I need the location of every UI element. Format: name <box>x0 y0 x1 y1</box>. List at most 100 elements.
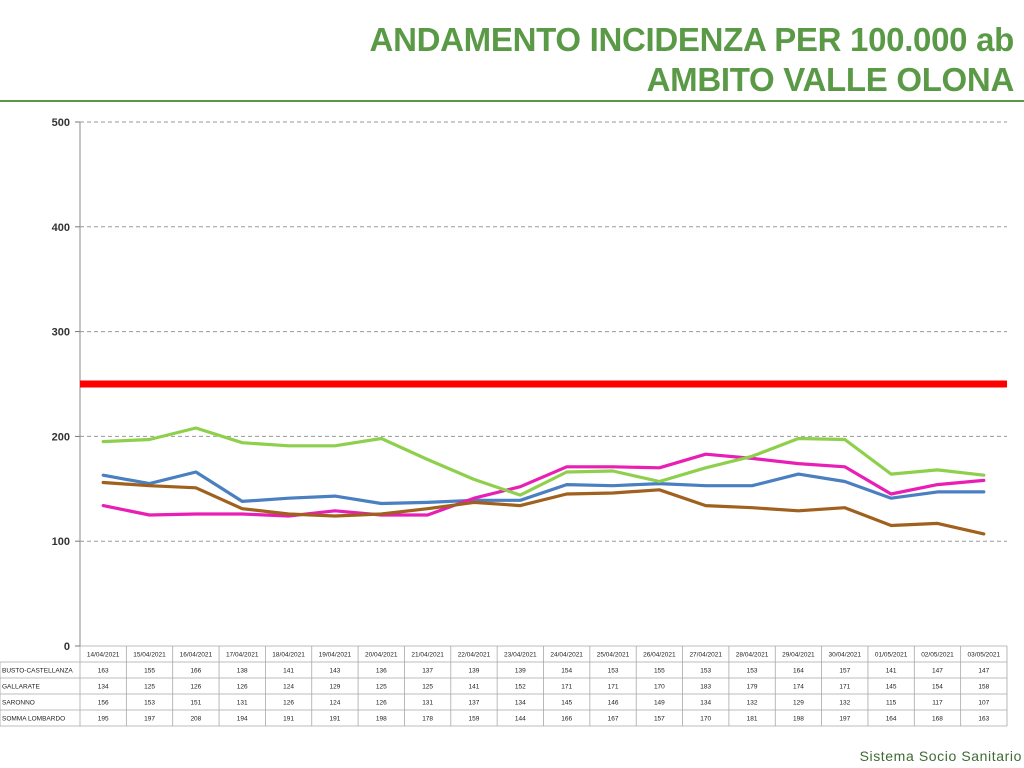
data-point-gallarate-7 <box>426 513 429 517</box>
table-cell-somma-lombardo-11: 167 <box>608 716 619 723</box>
table-cell-busto-castellanza-3: 138 <box>237 668 248 675</box>
data-point-gallarate-18 <box>936 483 939 486</box>
table-cell-saronno-9: 134 <box>515 700 526 707</box>
table-cell-gallarate-0: 134 <box>98 684 109 691</box>
data-point-somma-lombardo-16 <box>843 438 846 441</box>
table-cell-gallarate-7: 125 <box>422 684 433 691</box>
table-cell-busto-castellanza-5: 143 <box>329 668 340 675</box>
x-tick-label-18: 02/05/2021 <box>921 652 954 659</box>
table-cell-gallarate-10: 171 <box>561 684 572 691</box>
footer-brand: Sistema Socio Sanitario <box>859 748 1022 764</box>
table-cell-saronno-16: 132 <box>839 700 850 707</box>
table-cell-busto-castellanza-17: 141 <box>886 668 897 675</box>
data-point-saronno-11 <box>611 491 615 495</box>
table-cell-busto-castellanza-13: 153 <box>700 668 711 675</box>
table-cell-gallarate-13: 183 <box>700 684 711 691</box>
table-cell-saronno-19: 107 <box>978 700 989 707</box>
y-tick-label-400: 400 <box>52 222 70 234</box>
data-point-saronno-12 <box>658 488 661 492</box>
data-point-somma-lombardo-19 <box>982 473 986 477</box>
data-point-saronno-3 <box>241 507 244 510</box>
y-tick-label-0: 0 <box>64 641 70 653</box>
table-cell-somma-lombardo-18: 168 <box>932 716 943 723</box>
table-cell-gallarate-18: 154 <box>932 684 943 691</box>
table-cell-saronno-5: 124 <box>329 700 340 707</box>
data-point-busto-castellanza-3 <box>241 500 244 503</box>
table-cell-gallarate-12: 170 <box>654 684 665 691</box>
data-point-gallarate-16 <box>843 465 846 468</box>
x-tick-label-7: 21/04/2021 <box>411 652 444 659</box>
x-tick-label-14: 28/04/2021 <box>736 652 769 659</box>
data-point-somma-lombardo-14 <box>750 455 754 458</box>
series-line-saronno <box>101 480 986 536</box>
data-point-somma-lombardo-18 <box>936 468 939 472</box>
x-tick-label-1: 15/04/2021 <box>133 652 166 659</box>
table-cell-somma-lombardo-2: 208 <box>190 716 201 723</box>
table-cell-saronno-11: 146 <box>608 700 619 707</box>
table-cell-somma-lombardo-15: 198 <box>793 716 804 723</box>
table-cell-gallarate-6: 125 <box>376 684 387 691</box>
data-point-gallarate-13 <box>704 453 707 456</box>
data-point-gallarate-5 <box>333 509 337 513</box>
table-cell-gallarate-19: 158 <box>978 684 989 691</box>
table-cell-gallarate-17: 145 <box>886 684 897 691</box>
data-point-saronno-10 <box>565 492 568 496</box>
data-point-somma-lombardo-12 <box>658 480 661 483</box>
table-cell-somma-lombardo-8: 159 <box>469 716 480 723</box>
table-cell-saronno-4: 126 <box>283 700 294 707</box>
table-cell-saronno-8: 137 <box>469 700 480 707</box>
data-point-saronno-15 <box>797 509 800 513</box>
data-point-somma-lombardo-10 <box>565 470 568 474</box>
table-cell-somma-lombardo-17: 164 <box>886 716 897 723</box>
data-point-somma-lombardo-7 <box>426 458 429 461</box>
table-row-label-gallarate: GALLARATE <box>2 684 40 691</box>
table-cell-saronno-2: 151 <box>190 700 201 707</box>
table-cell-gallarate-16: 171 <box>839 684 850 691</box>
table-cell-gallarate-9: 152 <box>515 684 526 691</box>
data-point-somma-lombardo-6 <box>380 437 383 440</box>
data-point-busto-castellanza-14 <box>750 484 754 487</box>
title-line-2: AMBITO VALLE OLONA <box>646 61 1015 98</box>
data-point-saronno-13 <box>704 504 707 507</box>
table-cell-busto-castellanza-18: 147 <box>932 668 943 675</box>
data-point-busto-castellanza-19 <box>982 490 986 494</box>
series-layer <box>101 426 986 536</box>
data-point-somma-lombardo-3 <box>241 441 244 444</box>
data-point-somma-lombardo-0 <box>101 440 105 443</box>
data-point-busto-castellanza-10 <box>565 483 568 486</box>
table-cell-somma-lombardo-13: 170 <box>700 716 711 723</box>
series-line-somma-lombardo <box>101 426 986 497</box>
table-cell-gallarate-8: 141 <box>469 684 480 691</box>
title-divider <box>0 100 1024 102</box>
table-cell-busto-castellanza-10: 154 <box>561 668 572 675</box>
table-cell-saronno-14: 132 <box>747 700 758 707</box>
table-cell-somma-lombardo-1: 197 <box>144 716 155 723</box>
table-cell-saronno-6: 126 <box>376 700 387 707</box>
table-cell-busto-castellanza-7: 137 <box>422 668 433 675</box>
data-point-gallarate-0 <box>101 504 105 507</box>
data-point-busto-castellanza-11 <box>611 484 615 487</box>
data-point-busto-castellanza-13 <box>704 484 707 487</box>
chart-title: ANDAMENTO INCIDENZA PER 100.000 ab AMBIT… <box>370 20 1015 100</box>
y-tick-label-200: 200 <box>52 431 70 443</box>
table-cell-somma-lombardo-10: 166 <box>561 716 572 723</box>
y-tick-label-500: 500 <box>52 117 70 129</box>
x-tick-label-5: 19/04/2021 <box>319 652 352 659</box>
x-tick-label-4: 18/04/2021 <box>272 652 305 659</box>
table-cell-gallarate-14: 179 <box>747 684 758 691</box>
data-point-somma-lombardo-13 <box>704 466 707 470</box>
table-cell-saronno-7: 131 <box>422 700 433 707</box>
table-cell-saronno-3: 131 <box>237 700 248 707</box>
table-cell-busto-castellanza-15: 164 <box>793 668 804 675</box>
data-point-somma-lombardo-2 <box>194 426 198 430</box>
data-point-gallarate-17 <box>889 492 893 496</box>
data-point-saronno-9 <box>519 504 522 507</box>
data-point-busto-castellanza-4 <box>287 497 290 500</box>
x-tick-label-9: 23/04/2021 <box>504 652 537 659</box>
table-cell-somma-lombardo-7: 178 <box>422 716 433 723</box>
data-point-saronno-6 <box>380 512 383 516</box>
data-point-somma-lombardo-5 <box>333 444 337 448</box>
table-cell-saronno-17: 115 <box>886 700 897 707</box>
data-point-saronno-2 <box>194 486 198 489</box>
